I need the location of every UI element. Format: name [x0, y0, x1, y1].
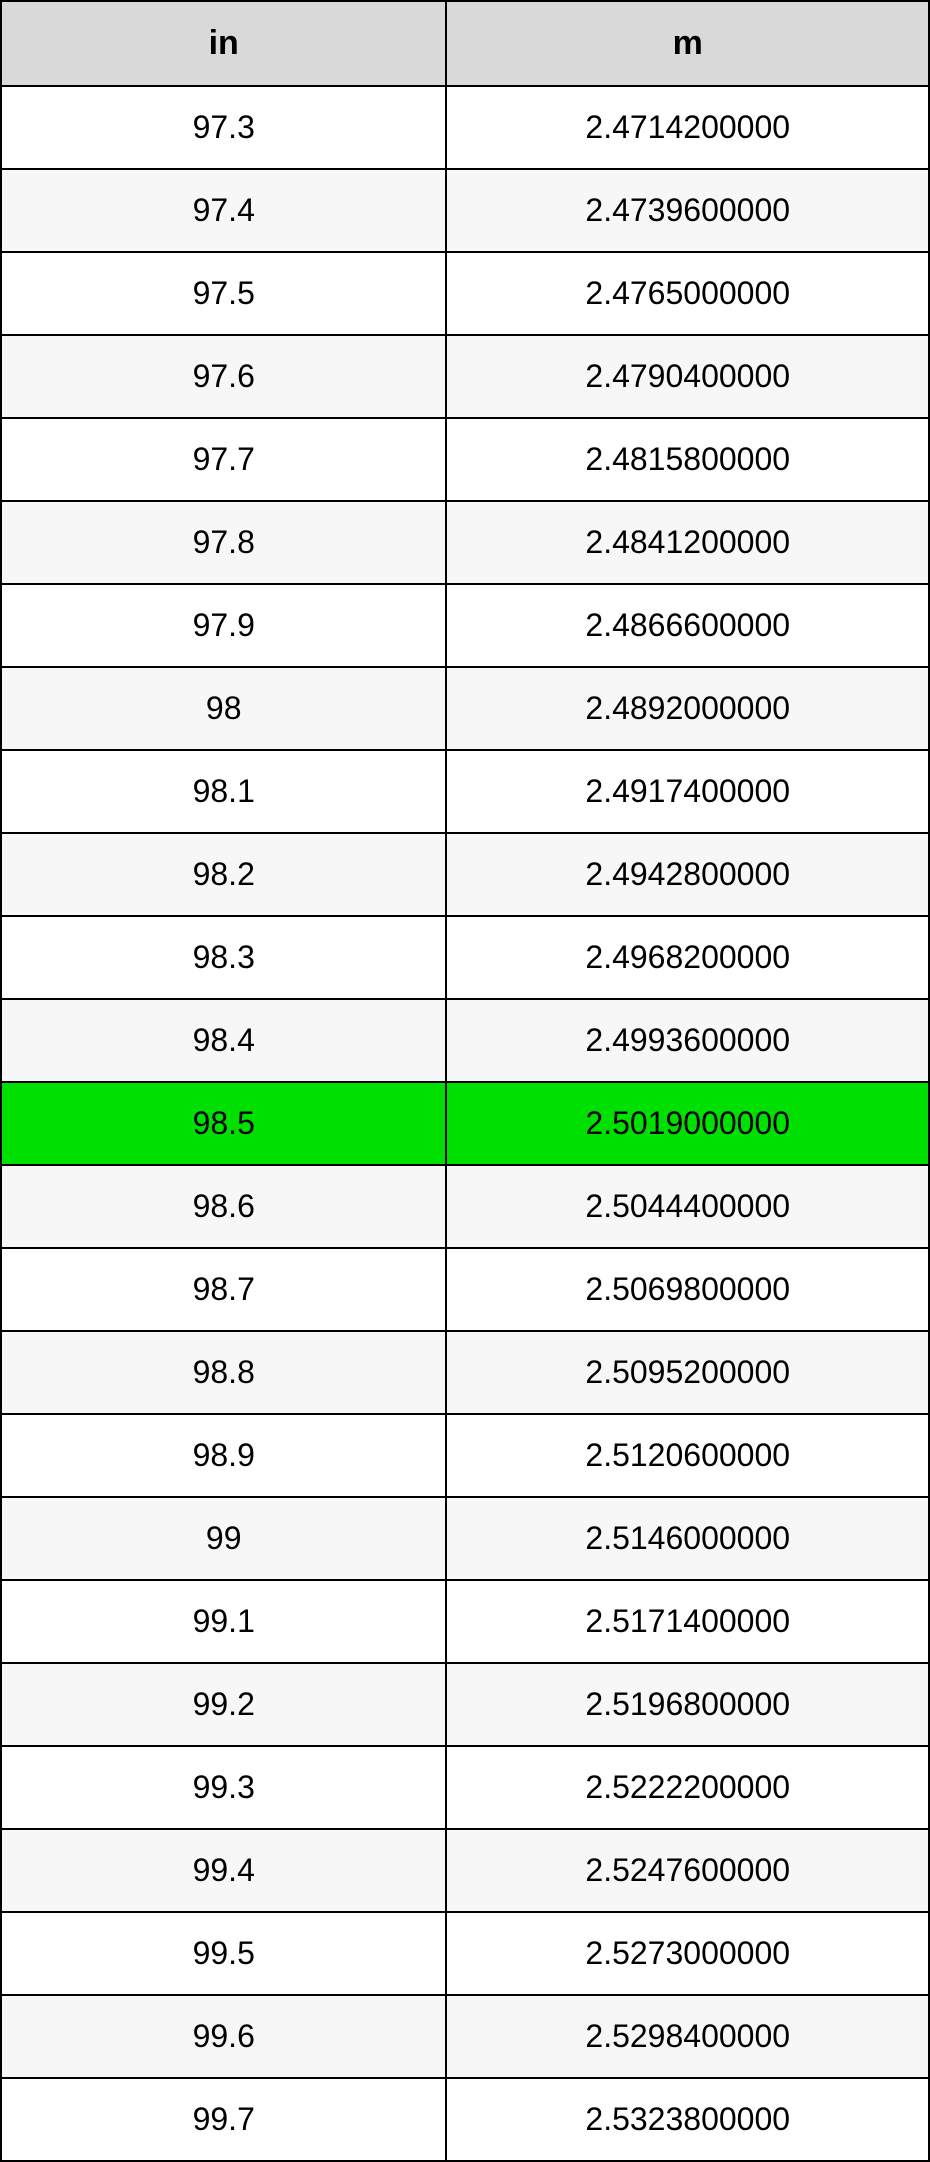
conversion-table: in m 97.32.471420000097.42.473960000097.… [0, 0, 930, 2162]
cell-in: 99.1 [1, 1580, 446, 1663]
cell-in: 97.6 [1, 335, 446, 418]
cell-m: 2.4866600000 [446, 584, 929, 667]
cell-m: 2.4942800000 [446, 833, 929, 916]
cell-m: 2.5171400000 [446, 1580, 929, 1663]
table-row: 99.32.5222200000 [1, 1746, 929, 1829]
table-row: 99.72.5323800000 [1, 2078, 929, 2161]
cell-m: 2.4714200000 [446, 86, 929, 169]
cell-m: 2.4968200000 [446, 916, 929, 999]
cell-m: 2.4739600000 [446, 169, 929, 252]
table-row: 992.5146000000 [1, 1497, 929, 1580]
cell-in: 99.5 [1, 1912, 446, 1995]
table-row: 97.52.4765000000 [1, 252, 929, 335]
cell-m: 2.5146000000 [446, 1497, 929, 1580]
cell-m: 2.5044400000 [446, 1165, 929, 1248]
cell-in: 97.8 [1, 501, 446, 584]
cell-m: 2.5323800000 [446, 2078, 929, 2161]
cell-in: 98.6 [1, 1165, 446, 1248]
cell-in: 99 [1, 1497, 446, 1580]
conversion-table-container: in m 97.32.471420000097.42.473960000097.… [0, 0, 930, 2162]
cell-m: 2.4892000000 [446, 667, 929, 750]
table-row: 97.82.4841200000 [1, 501, 929, 584]
table-row: 99.42.5247600000 [1, 1829, 929, 1912]
table-row: 98.12.4917400000 [1, 750, 929, 833]
table-row: 97.72.4815800000 [1, 418, 929, 501]
table-row: 98.62.5044400000 [1, 1165, 929, 1248]
cell-in: 98 [1, 667, 446, 750]
table-row: 98.22.4942800000 [1, 833, 929, 916]
col-header-in: in [1, 1, 446, 86]
cell-in: 98.3 [1, 916, 446, 999]
cell-m: 2.4993600000 [446, 999, 929, 1082]
table-row: 98.32.4968200000 [1, 916, 929, 999]
table-row: 97.92.4866600000 [1, 584, 929, 667]
cell-m: 2.5019000000 [446, 1082, 929, 1165]
cell-in: 99.7 [1, 2078, 446, 2161]
table-row: 99.12.5171400000 [1, 1580, 929, 1663]
cell-in: 97.5 [1, 252, 446, 335]
table-body: 97.32.471420000097.42.473960000097.52.47… [1, 86, 929, 2161]
cell-m: 2.5247600000 [446, 1829, 929, 1912]
cell-m: 2.5196800000 [446, 1663, 929, 1746]
cell-in: 98.7 [1, 1248, 446, 1331]
cell-in: 98.2 [1, 833, 446, 916]
table-row: 98.42.4993600000 [1, 999, 929, 1082]
table-row: 982.4892000000 [1, 667, 929, 750]
table-row: 99.22.5196800000 [1, 1663, 929, 1746]
table-row: 98.72.5069800000 [1, 1248, 929, 1331]
cell-m: 2.4841200000 [446, 501, 929, 584]
table-row: 99.62.5298400000 [1, 1995, 929, 2078]
cell-in: 98.1 [1, 750, 446, 833]
cell-m: 2.4815800000 [446, 418, 929, 501]
cell-in: 97.4 [1, 169, 446, 252]
cell-m: 2.5273000000 [446, 1912, 929, 1995]
table-row: 98.92.5120600000 [1, 1414, 929, 1497]
table-row: 97.42.4739600000 [1, 169, 929, 252]
cell-in: 99.3 [1, 1746, 446, 1829]
cell-in: 98.8 [1, 1331, 446, 1414]
table-header: in m [1, 1, 929, 86]
cell-in: 99.4 [1, 1829, 446, 1912]
cell-m: 2.4917400000 [446, 750, 929, 833]
cell-in: 97.3 [1, 86, 446, 169]
cell-in: 99.6 [1, 1995, 446, 2078]
cell-m: 2.5095200000 [446, 1331, 929, 1414]
cell-m: 2.5298400000 [446, 1995, 929, 2078]
cell-m: 2.5069800000 [446, 1248, 929, 1331]
table-row: 99.52.5273000000 [1, 1912, 929, 1995]
cell-in: 98.5 [1, 1082, 446, 1165]
table-row: 98.52.5019000000 [1, 1082, 929, 1165]
cell-in: 98.4 [1, 999, 446, 1082]
table-row: 97.32.4714200000 [1, 86, 929, 169]
table-row: 97.62.4790400000 [1, 335, 929, 418]
cell-m: 2.5120600000 [446, 1414, 929, 1497]
cell-in: 97.7 [1, 418, 446, 501]
cell-m: 2.4765000000 [446, 252, 929, 335]
cell-m: 2.4790400000 [446, 335, 929, 418]
cell-m: 2.5222200000 [446, 1746, 929, 1829]
cell-in: 98.9 [1, 1414, 446, 1497]
table-row: 98.82.5095200000 [1, 1331, 929, 1414]
cell-in: 99.2 [1, 1663, 446, 1746]
col-header-m: m [446, 1, 929, 86]
cell-in: 97.9 [1, 584, 446, 667]
table-header-row: in m [1, 1, 929, 86]
